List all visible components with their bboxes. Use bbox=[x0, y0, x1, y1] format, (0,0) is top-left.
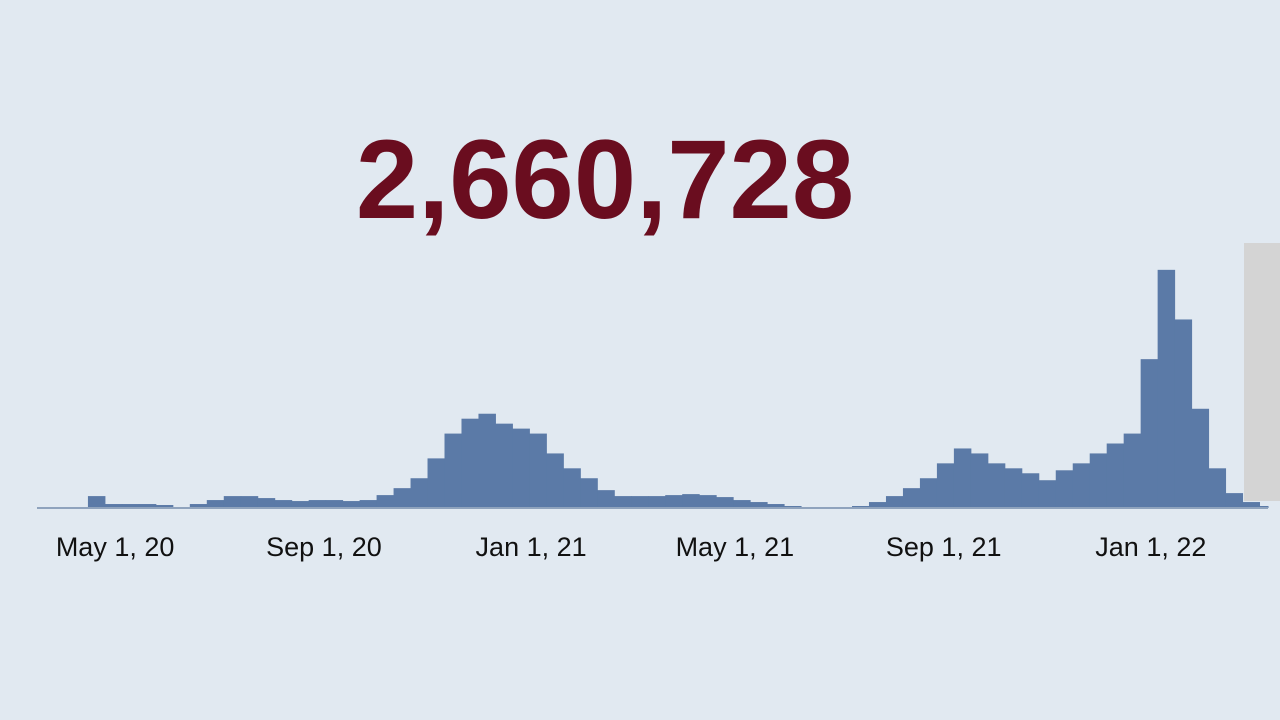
bar bbox=[631, 496, 649, 508]
bar bbox=[529, 433, 547, 508]
headline: 2,660,728 bbox=[356, 117, 854, 242]
bar bbox=[393, 488, 412, 508]
bar bbox=[648, 496, 666, 508]
bar bbox=[1004, 468, 1023, 508]
bar bbox=[308, 500, 327, 508]
x-tick-label: May 1, 21 bbox=[676, 532, 795, 562]
bar bbox=[1089, 453, 1108, 508]
bar bbox=[750, 502, 768, 508]
bar bbox=[902, 488, 921, 508]
bar bbox=[87, 496, 106, 508]
bar bbox=[274, 500, 293, 508]
bar bbox=[461, 418, 479, 508]
bar bbox=[410, 478, 429, 508]
bar bbox=[359, 500, 378, 508]
bar bbox=[597, 490, 615, 508]
bar bbox=[868, 502, 887, 508]
bar bbox=[240, 496, 259, 508]
bar bbox=[121, 504, 140, 508]
bar bbox=[1038, 480, 1057, 508]
x-tick-label: Sep 1, 21 bbox=[886, 532, 1002, 562]
bar bbox=[936, 463, 955, 508]
bar bbox=[155, 505, 174, 508]
bar bbox=[1191, 408, 1210, 508]
bar bbox=[987, 463, 1006, 508]
plot: May 1, 20 Sep 1, 20 Jan 1, 21 May 1, 21 Sep … bbox=[37, 269, 1269, 562]
bar bbox=[478, 413, 496, 508]
bar bbox=[953, 448, 972, 508]
bar bbox=[342, 501, 361, 508]
bar bbox=[919, 478, 938, 508]
bar bbox=[495, 423, 513, 508]
bar bbox=[716, 497, 734, 508]
bar bbox=[104, 504, 123, 508]
bar bbox=[1208, 468, 1227, 508]
bar bbox=[189, 504, 208, 508]
x-tick-label: Jan 1, 21 bbox=[476, 532, 587, 562]
bar bbox=[138, 504, 157, 508]
bar bbox=[546, 453, 564, 508]
bar bbox=[376, 495, 395, 508]
x-tick-label: Jan 1, 22 bbox=[1095, 532, 1206, 562]
bar bbox=[257, 498, 276, 508]
bar bbox=[699, 495, 717, 508]
bar bbox=[614, 496, 632, 508]
bar bbox=[444, 433, 462, 508]
bar bbox=[1072, 463, 1091, 508]
bar bbox=[1106, 443, 1125, 508]
bar bbox=[427, 458, 446, 508]
bar bbox=[206, 500, 225, 508]
bar bbox=[1157, 269, 1176, 508]
bar bbox=[512, 428, 530, 508]
bar bbox=[1225, 493, 1244, 508]
bar bbox=[223, 496, 242, 508]
bar bbox=[970, 453, 989, 508]
bar bbox=[291, 501, 310, 508]
bar bbox=[580, 478, 598, 508]
bar bbox=[1242, 502, 1261, 508]
bar bbox=[665, 495, 683, 508]
bar bbox=[1123, 433, 1142, 508]
bar bbox=[885, 496, 904, 508]
bar bbox=[1140, 359, 1159, 508]
bar bbox=[767, 504, 785, 508]
bar bbox=[733, 500, 751, 508]
x-tick-label: Sep 1, 20 bbox=[266, 532, 382, 562]
bar bbox=[1055, 470, 1074, 508]
bar bbox=[325, 500, 344, 508]
bar bbox=[1021, 473, 1040, 508]
bar bbox=[682, 494, 700, 508]
bar bbox=[563, 468, 581, 508]
bar bbox=[1174, 319, 1193, 508]
side-panel bbox=[1244, 243, 1280, 501]
x-tick-label: May 1, 20 bbox=[56, 532, 175, 562]
